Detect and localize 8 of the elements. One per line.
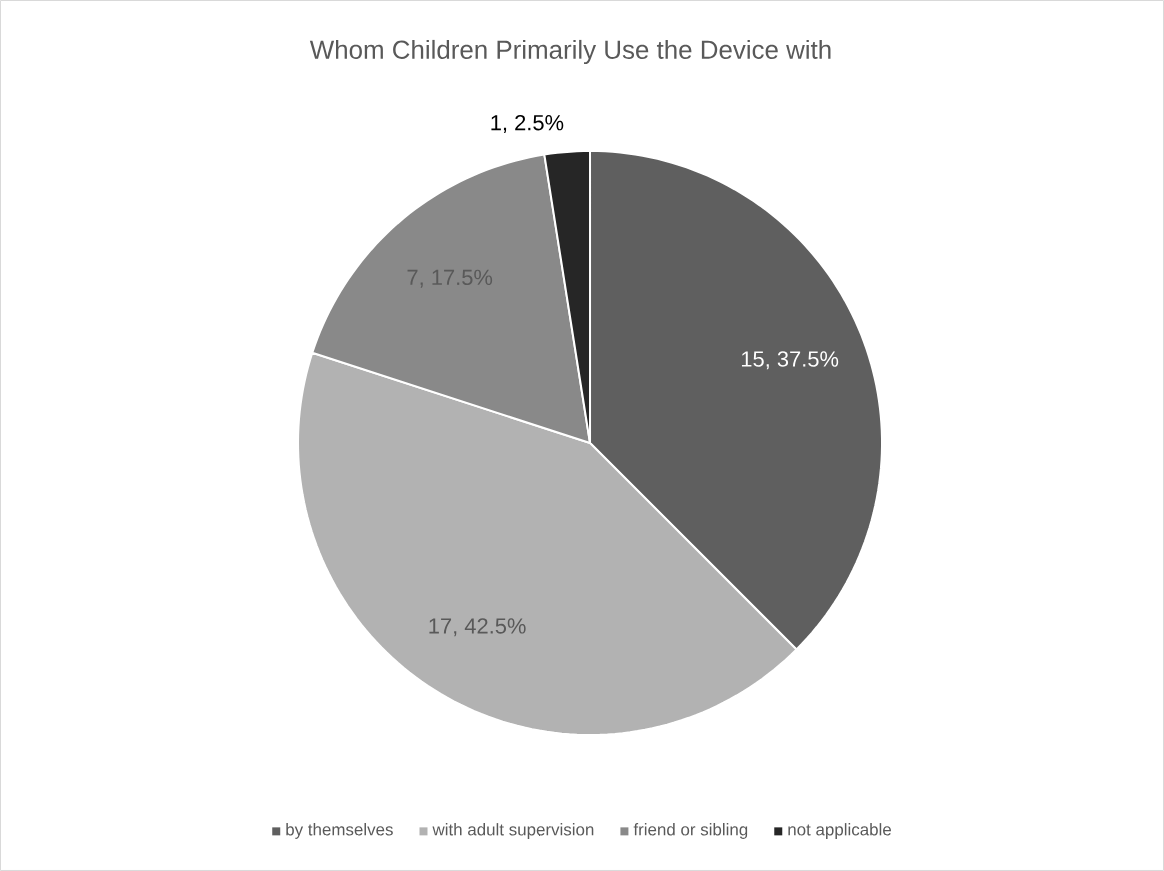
legend-label: not applicable	[788, 823, 891, 839]
legend-label: friend or sibling	[633, 823, 748, 839]
chart-title: Whom Children Primarily Use the Device with	[309, 39, 831, 65]
data-label: 1, 2.5%	[491, 114, 564, 134]
legend-label: by themselves	[286, 823, 393, 839]
data-label: 15, 37.5%	[741, 351, 839, 370]
data-label: 17, 42.5%	[429, 618, 526, 637]
legend-label: with adult supervision	[432, 823, 594, 839]
